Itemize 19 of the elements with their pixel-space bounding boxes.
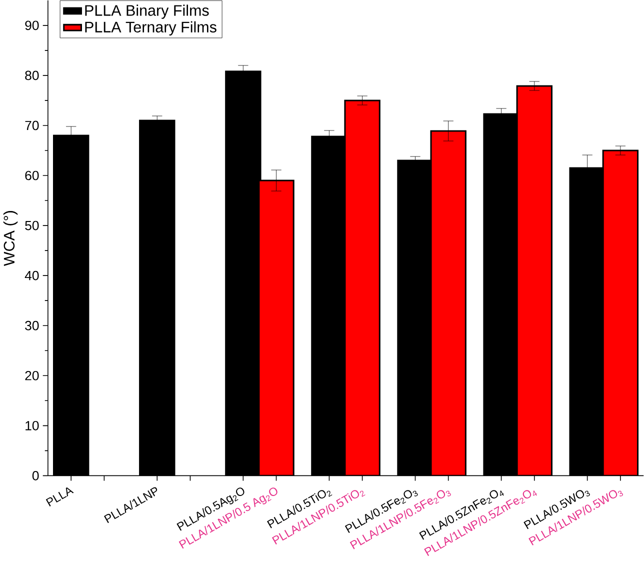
- bar: [430, 130, 466, 476]
- y-tick-label: 70: [25, 120, 39, 130]
- y-axis-title: WCA (°): [3, 211, 18, 266]
- bar: [258, 180, 294, 476]
- y-tick-label: 20: [25, 371, 39, 380]
- x-tick-label: PLLA: [46, 487, 74, 507]
- y-tick-label: 10: [26, 421, 39, 430]
- bar: [602, 150, 639, 476]
- legend-label: PLLA Binary Films: [85, 4, 209, 19]
- y-tick-label: 0: [32, 471, 39, 480]
- y-tick-label: 30: [25, 321, 39, 330]
- y-tick-label: 40: [24, 271, 39, 280]
- bar: [344, 100, 380, 476]
- y-tick-label: 90: [25, 20, 39, 30]
- legend-label: PLLA Ternary Films: [85, 21, 216, 36]
- y-tick-label: 50: [25, 220, 39, 230]
- bar: [516, 85, 552, 476]
- y-tick-label: 80: [25, 70, 39, 80]
- y-tick-label: 60: [25, 170, 39, 180]
